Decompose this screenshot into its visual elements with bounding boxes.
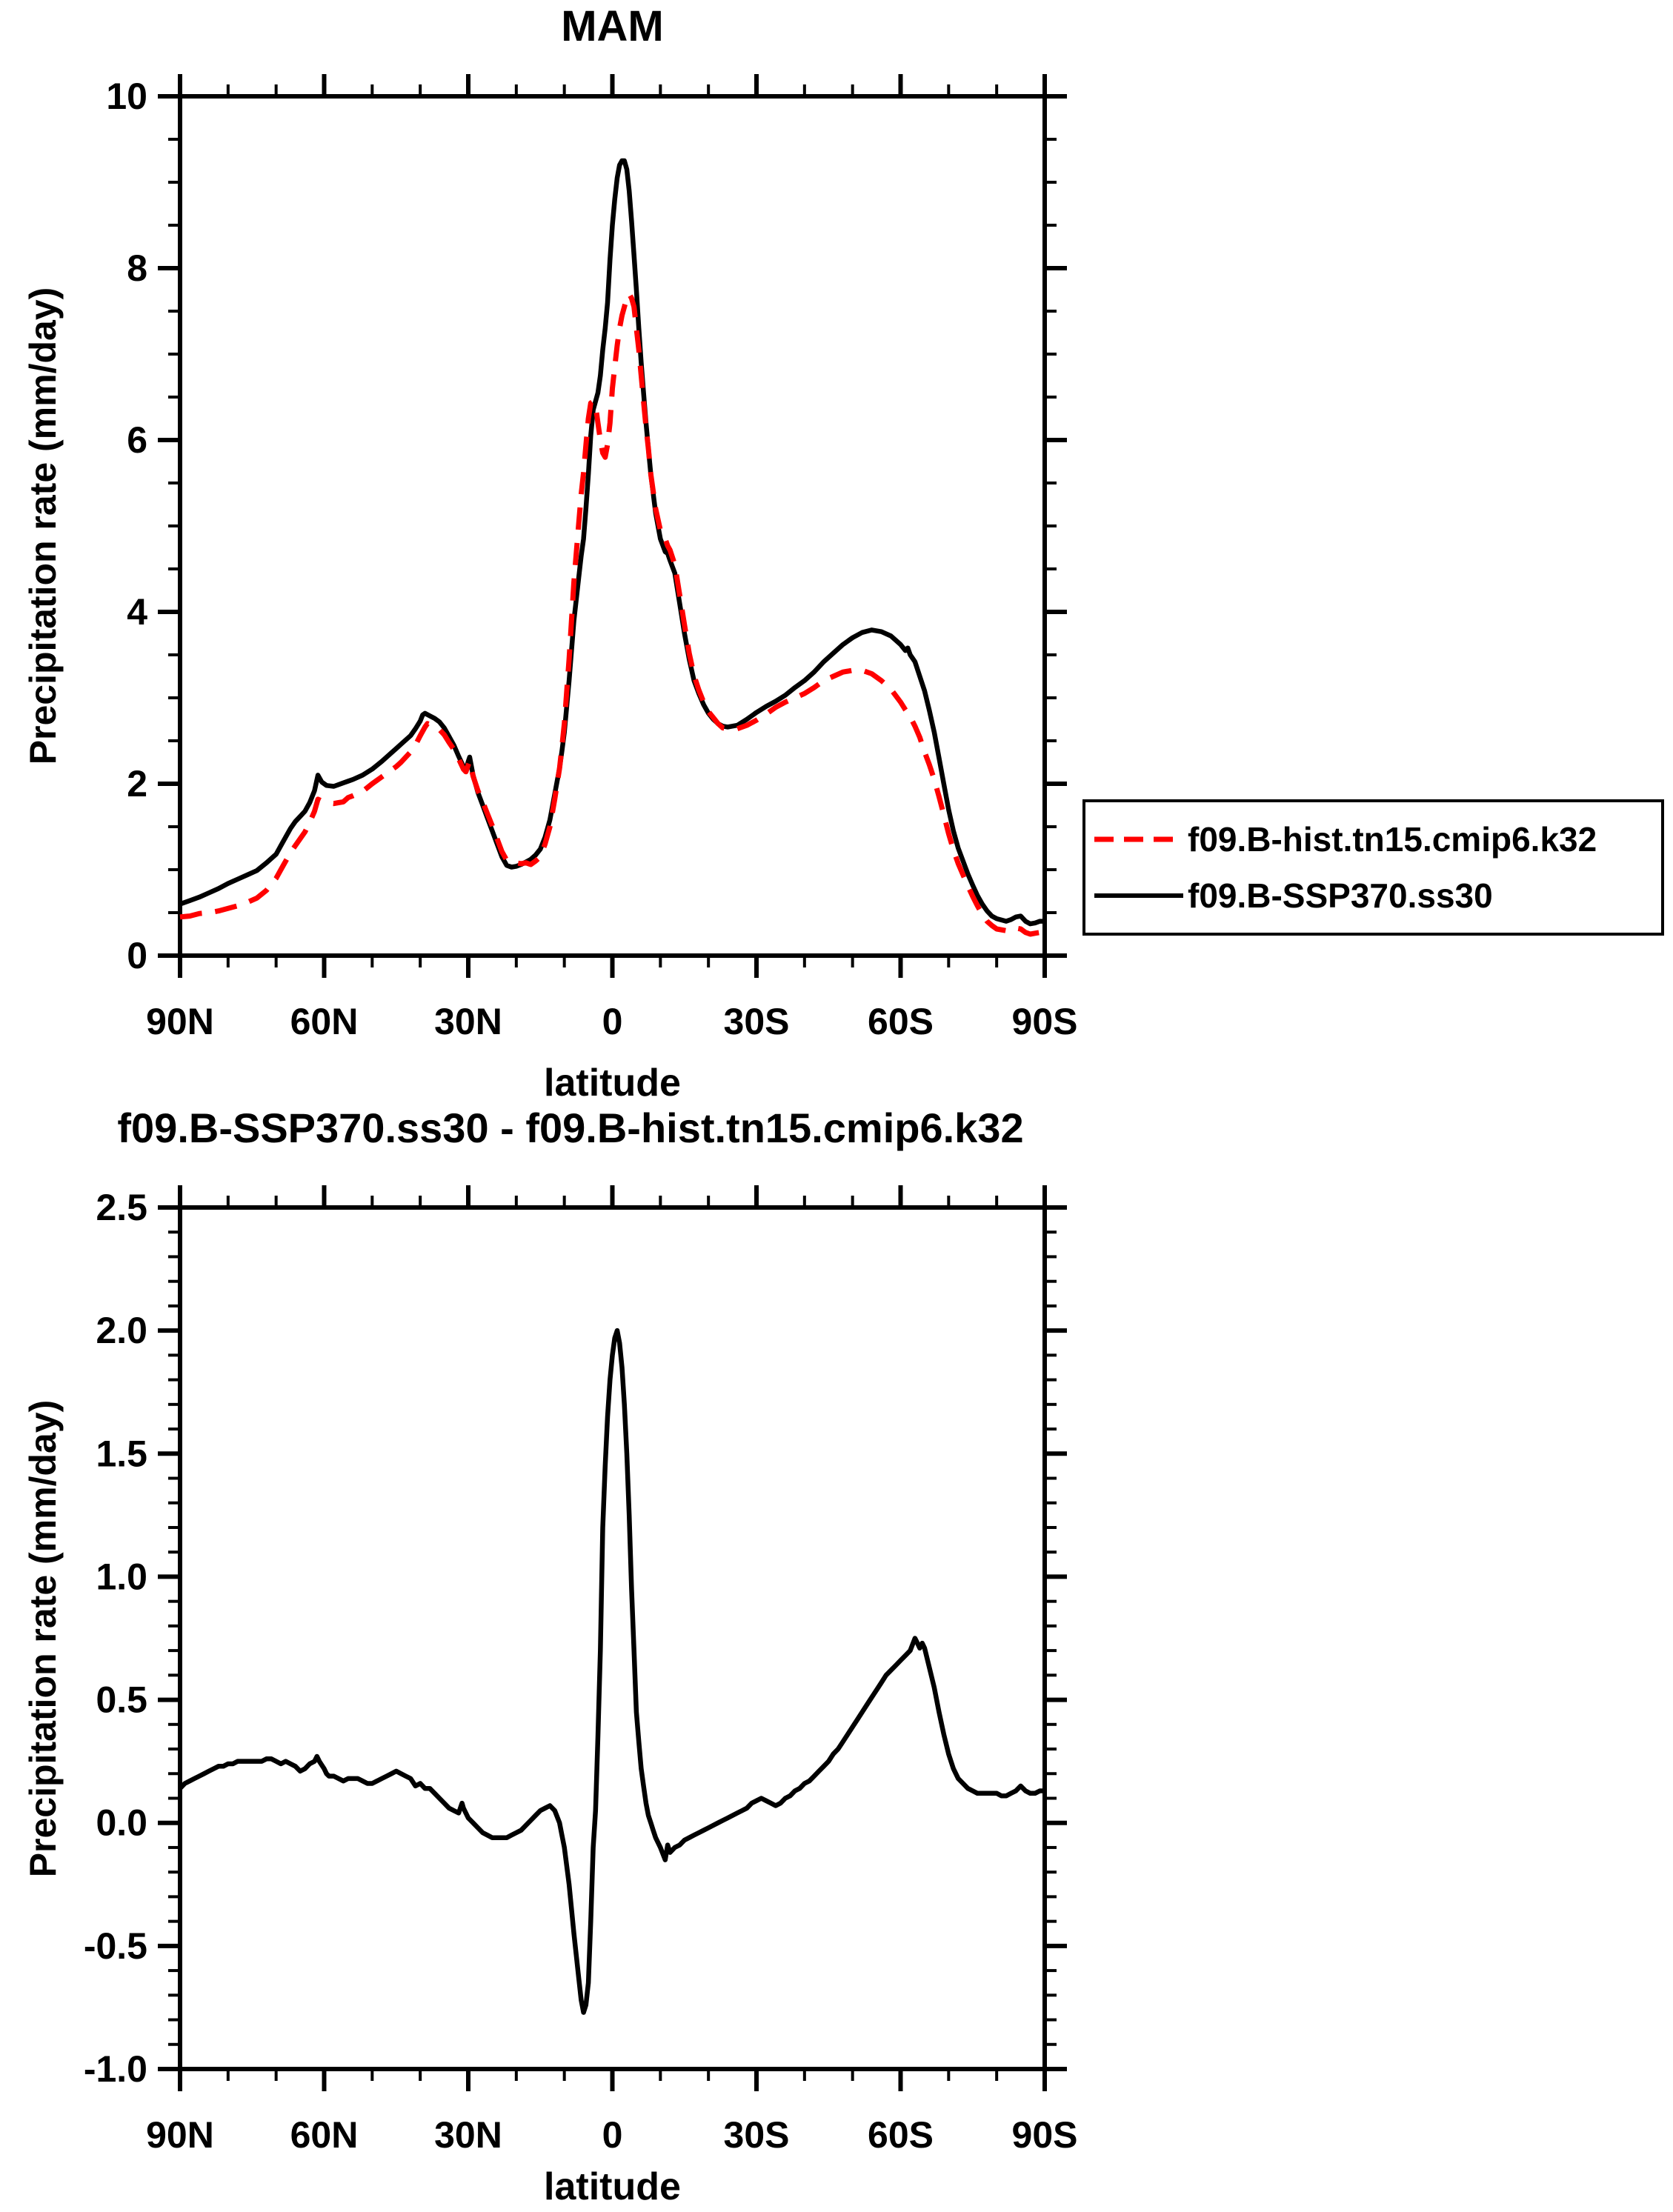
y-tick-label: 2 xyxy=(127,763,147,804)
y-tick-label: 1.0 xyxy=(96,1556,147,1597)
y-tick-label: -0.5 xyxy=(84,1925,147,1967)
panel-0: 90N 60N 30N 0 30S 60S 90S 0 2 4 6 8 10 xyxy=(106,74,1077,1042)
legend-label-ssp: f09.B-SSP370.ss30 xyxy=(1188,876,1493,916)
x-tick-label: 60N xyxy=(290,1001,359,1042)
x-tick-label: 30N xyxy=(434,1001,502,1042)
bottom-chart-y-axis-label: Precipitation rate (mm/day) xyxy=(22,1399,64,1878)
series-line-difference xyxy=(178,1327,1045,2015)
x-tick-label: 60N xyxy=(290,2114,359,2156)
ssp-solid-line-sample xyxy=(1094,893,1183,899)
y-tick-label: 6 xyxy=(127,419,147,461)
x-tick-label: 60S xyxy=(868,1001,934,1042)
y-tick-label: 2.0 xyxy=(96,1310,147,1351)
y-tick-label: 10 xyxy=(106,76,147,117)
top-chart-title: MAM xyxy=(561,2,664,50)
y-tick-label: 4 xyxy=(127,591,147,633)
legend: f09.B-hist.tn15.cmip6.k32 f09.B-SSP370.s… xyxy=(1082,799,1664,936)
x-tick-label: 30S xyxy=(724,1001,790,1042)
x-tick-label: 60S xyxy=(868,2114,934,2156)
bottom-chart-x-axis-label: latitude xyxy=(544,2165,681,2208)
x-tick-label: 90N xyxy=(146,2114,214,2156)
x-tick-label: 30N xyxy=(434,2114,502,2156)
y-tick-label: 2.5 xyxy=(96,1187,147,1228)
hist-dashed-line-sample xyxy=(1094,836,1183,842)
series-line-f09.B-hist.tn15.cmip6.k32 xyxy=(179,291,1045,937)
x-tick-label: 30S xyxy=(724,2114,790,2156)
y-tick-label: 0.0 xyxy=(96,1802,147,1844)
y-tick-label: 1.5 xyxy=(96,1433,147,1474)
x-tick-label: 90N xyxy=(146,1001,214,1042)
top-chart-x-axis-label: latitude xyxy=(544,1062,681,1105)
x-tick-label: 0 xyxy=(602,2114,623,2156)
legend-item-hist: f09.B-hist.tn15.cmip6.k32 xyxy=(1093,819,1661,859)
y-tick-label: 0 xyxy=(127,935,147,976)
y-tick-label: -1.0 xyxy=(84,2048,147,2090)
panel-1: 90N 60N 30N 0 30S 60S 90S -1.0 -0.5 0.0 0.5 1.0 1.5 2… xyxy=(84,1185,1078,2156)
series-line-f09.B-SSP370.ss30 xyxy=(179,158,1045,927)
x-tick-label: 90S xyxy=(1012,1001,1078,1042)
x-tick-label: 0 xyxy=(602,1001,623,1042)
top-chart-y-axis-label: Precipitation rate (mm/day) xyxy=(22,287,64,765)
legend-item-ssp: f09.B-SSP370.ss30 xyxy=(1093,876,1661,916)
y-tick-label: 8 xyxy=(127,247,147,289)
x-tick-label: 90S xyxy=(1012,2114,1078,2156)
bottom-chart-title: f09.B-SSP370.ss30 - f09.B-hist.tn15.cmip… xyxy=(117,1105,1024,1151)
legend-label-hist: f09.B-hist.tn15.cmip6.k32 xyxy=(1188,819,1597,859)
y-tick-label: 0.5 xyxy=(96,1679,147,1721)
